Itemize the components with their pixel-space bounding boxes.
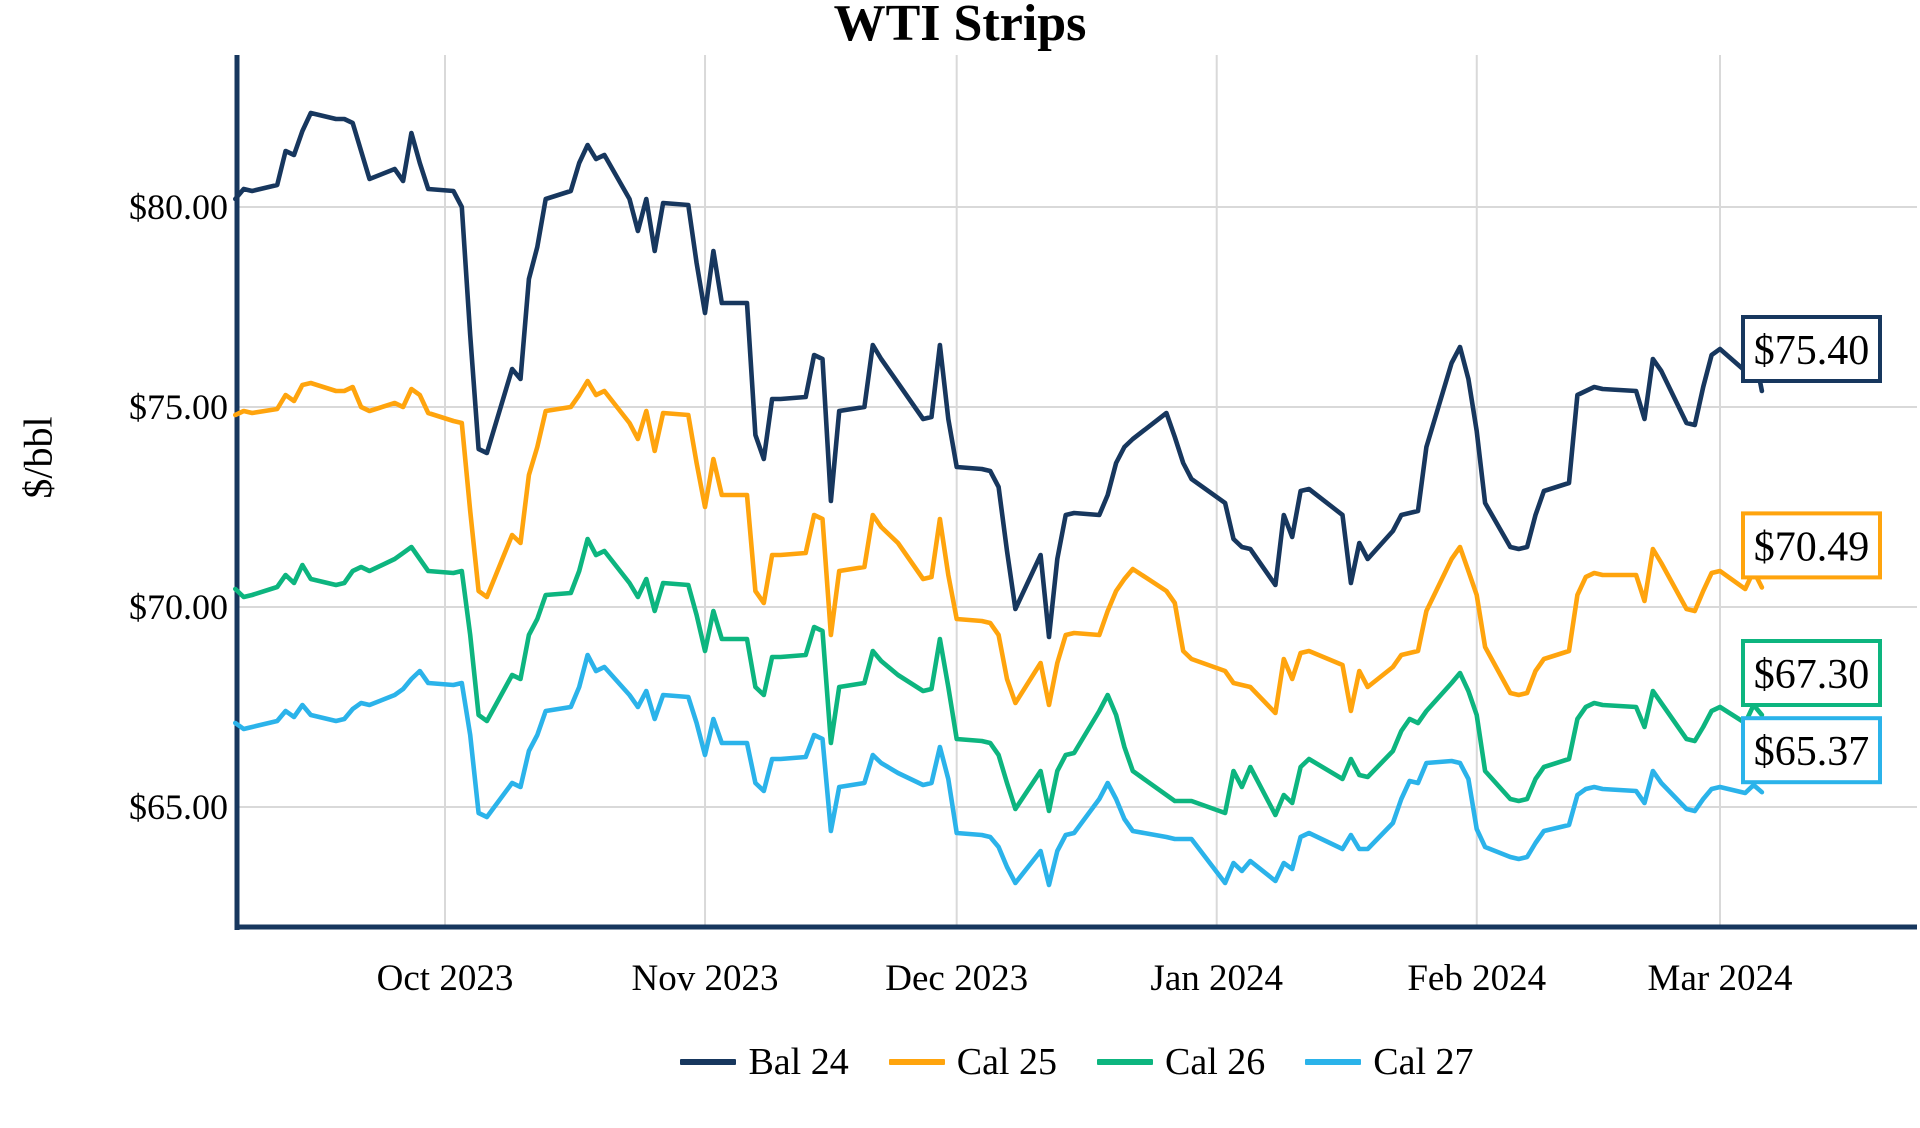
legend-label-cal-25: Cal 25 (956, 1041, 1057, 1083)
legend-swatch-cal-27 (1305, 1059, 1362, 1065)
x-tick-label: Jan 2024 (1150, 958, 1283, 999)
y-tick-label: $70.00 (129, 587, 228, 627)
y-tick-label: $65.00 (129, 787, 228, 827)
legend-swatch-cal-25 (888, 1059, 945, 1065)
legend-item-cal-25: Cal 25 (888, 1041, 1057, 1083)
end-label-text: $65.37 (1754, 729, 1870, 775)
legend-label-cal-27: Cal 27 (1373, 1041, 1474, 1083)
end-label-cal-25: $70.49 (1741, 511, 1882, 580)
gridlines (237, 55, 1917, 926)
legend-item-cal-26: Cal 26 (1097, 1043, 1265, 1081)
end-label-box (1741, 716, 1882, 785)
end-label-box (1741, 315, 1882, 383)
x-tick-label: Feb 2024 (1407, 958, 1546, 999)
legend-swatch-bal-24 (680, 1059, 737, 1065)
chart-title: WTI Strips (833, 0, 1087, 52)
series-line-bal-24 (233, 110, 1765, 640)
series-line-cal-27 (233, 652, 1765, 888)
series-line-cal-25 (233, 378, 1765, 716)
end-label-text: $75.40 (1754, 328, 1870, 374)
legend: Bal 24 Cal 25 Cal 26 Cal 27 (237, 1038, 1917, 1086)
series-lines (233, 110, 1765, 888)
x-tick-label: Mar 2024 (1648, 958, 1793, 999)
end-label-text: $70.49 (1754, 524, 1870, 570)
x-tick-label: Oct 2023 (377, 958, 514, 999)
end-label-box (1741, 511, 1882, 580)
legend-label-bal-24: Bal 24 (748, 1041, 849, 1083)
y-tick-label: $75.00 (129, 387, 228, 427)
series-line-cal-26 (233, 536, 1765, 818)
axes (234, 55, 1917, 930)
x-tick-label: Dec 2023 (885, 958, 1028, 999)
legend-swatch-cal-26 (1097, 1059, 1153, 1065)
end-label-text: $67.30 (1754, 652, 1870, 698)
legend-item-bal-24: Bal 24 (680, 1041, 849, 1083)
x-tick-label: Nov 2023 (632, 958, 779, 999)
end-label-box (1741, 639, 1882, 707)
legend-label-cal-26: Cal 26 (1165, 1041, 1266, 1083)
end-labels: $75.40 $70.49 $67.30 $65.37 (1741, 315, 1882, 785)
legend-item-cal-27: Cal 27 (1305, 1041, 1474, 1083)
end-label-cal-27: $65.37 (1741, 716, 1882, 785)
y-tick-label: $80.00 (129, 187, 228, 227)
end-label-bal-24: $75.40 (1741, 315, 1882, 383)
end-label-cal-26: $67.30 (1741, 639, 1882, 707)
tick-labels: $80.00 $75.00 $70.00 $65.00 Oct 2023 Nov 2023… (129, 187, 1792, 999)
